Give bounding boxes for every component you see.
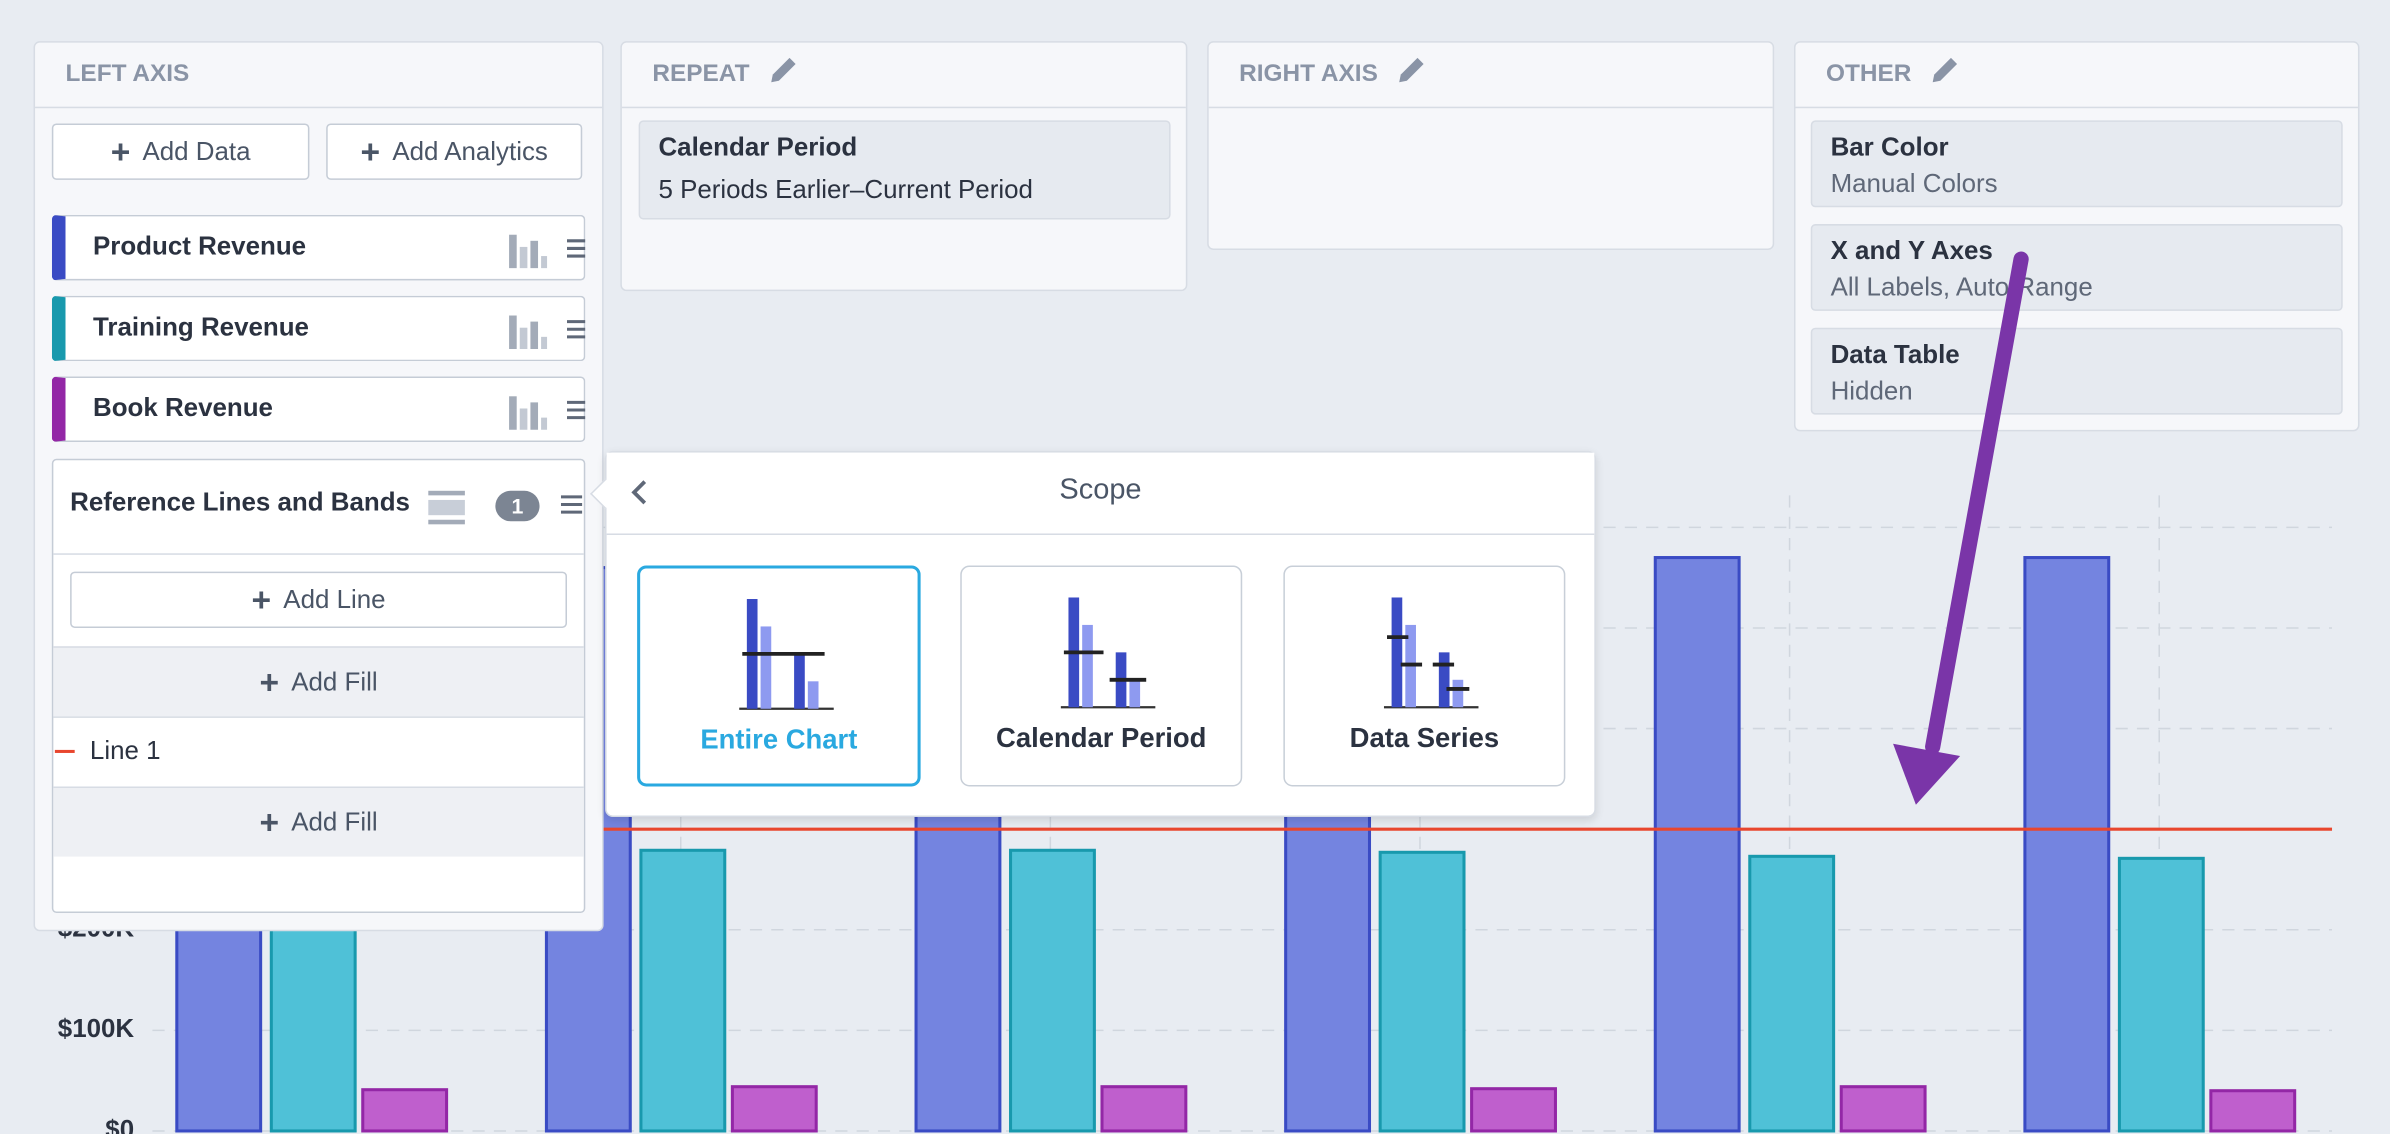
line-row[interactable]: Line 1 xyxy=(53,716,584,786)
y-tick-label: $0 xyxy=(105,1116,134,1134)
repeat-panel: REPEAT Calendar Period 5 Periods Earlier… xyxy=(620,41,1188,292)
menu-icon[interactable] xyxy=(567,399,586,420)
scope-icon xyxy=(1383,597,1479,709)
series-name: Book Revenue xyxy=(92,393,273,423)
panel-title-text: REPEAT xyxy=(652,60,750,87)
item-title: Bar Color xyxy=(1830,132,1949,162)
chart-type-icon[interactable] xyxy=(508,229,548,269)
y-tick-label: $100K xyxy=(58,1015,135,1043)
add-analytics-button[interactable]: + Add Analytics xyxy=(326,123,583,180)
item-title: Calendar Period xyxy=(658,132,858,162)
bar xyxy=(1748,854,1836,1133)
scope-card[interactable]: Data Series xyxy=(1283,565,1566,787)
bar xyxy=(1378,850,1466,1133)
menu-icon[interactable] xyxy=(567,319,586,340)
other-panel: OTHER Bar Color Manual Colors X and Y Axes… xyxy=(1793,41,2360,432)
line-swatch xyxy=(54,749,75,753)
scope-icon xyxy=(1060,597,1156,709)
popup-title: Scope xyxy=(1059,474,1142,507)
scope-card[interactable]: Entire Chart xyxy=(637,565,921,787)
scope-icon xyxy=(739,599,834,710)
scope-label: Calendar Period xyxy=(996,722,1207,753)
reference-box: Reference Lines and Bands 1 + Add Line + A… xyxy=(51,458,586,913)
add-fill-row[interactable]: + Add Fill xyxy=(53,786,584,857)
series-row[interactable]: Training Revenue xyxy=(51,295,586,362)
edit-icon[interactable] xyxy=(1397,55,1427,85)
button-label: Add Fill xyxy=(291,666,378,696)
other-item[interactable]: X and Y Axes All Labels, Auto Range xyxy=(1810,224,2343,311)
add-line-button[interactable]: + Add Line xyxy=(70,571,568,628)
scope-card[interactable]: Calendar Period xyxy=(960,565,1243,787)
item-title: Data Table xyxy=(1830,339,1960,369)
bar xyxy=(1009,848,1096,1133)
bar xyxy=(2117,856,2205,1133)
series-row[interactable]: Book Revenue xyxy=(51,376,586,443)
scope-label: Data Series xyxy=(1349,722,1500,753)
add-fill-row[interactable]: + Add Fill xyxy=(53,646,584,717)
edit-icon[interactable] xyxy=(768,55,798,85)
scope-popup: Scope Entire Chart Calendar Period Data Se… xyxy=(590,451,1596,817)
bar xyxy=(1839,1085,1927,1133)
item-value: All Labels, Auto Range xyxy=(1830,272,2093,302)
button-label: Add Fill xyxy=(291,807,378,837)
chart-type-icon[interactable] xyxy=(508,390,548,430)
panel-title: REPEAT xyxy=(621,43,1186,109)
other-item[interactable]: Data Table Hidden xyxy=(1810,327,2343,415)
panel-title-text: OTHER xyxy=(1825,60,1912,87)
panel-title-text: RIGHT AXIS xyxy=(1239,60,1378,87)
bar xyxy=(730,1085,818,1133)
bar xyxy=(1653,556,1741,1133)
panel-title: RIGHT AXIS xyxy=(1208,43,1773,109)
series-name: Training Revenue xyxy=(92,312,309,342)
button-label: Add Analytics xyxy=(392,136,548,166)
button-label: Add Data xyxy=(142,136,251,166)
edit-icon[interactable] xyxy=(1930,55,1960,85)
item-title: X and Y Axes xyxy=(1830,236,1993,266)
item-value: 5 Periods Earlier–Current Period xyxy=(658,175,1033,205)
bar xyxy=(361,1088,449,1133)
bar xyxy=(639,848,727,1133)
back-button[interactable] xyxy=(628,479,649,506)
chart-type-icon[interactable] xyxy=(508,309,548,350)
bar xyxy=(1100,1085,1188,1133)
add-data-button[interactable]: + Add Data xyxy=(51,123,310,180)
series-name: Product Revenue xyxy=(92,231,307,261)
left-axis-panel: LEFT AXIS + Add Data + Add Analytics Produ… xyxy=(33,41,604,932)
bar xyxy=(1470,1087,1557,1133)
menu-icon[interactable] xyxy=(560,494,583,515)
right-axis-panel: RIGHT AXIS xyxy=(1207,41,1775,250)
reference-title: Reference Lines and Bands xyxy=(70,487,410,517)
button-label: Add Line xyxy=(283,584,386,614)
item-value: Manual Colors xyxy=(1830,169,1998,199)
band-icon xyxy=(428,490,465,525)
bar xyxy=(2209,1089,2297,1133)
panel-title: OTHER xyxy=(1795,43,2358,109)
series-row[interactable]: Product Revenue xyxy=(51,214,586,281)
count-badge: 1 xyxy=(495,490,540,522)
other-item[interactable]: Bar Color Manual Colors xyxy=(1810,120,2343,208)
bar xyxy=(2023,556,2111,1133)
panel-title: LEFT AXIS xyxy=(35,43,603,109)
menu-icon[interactable] xyxy=(567,238,586,259)
repeat-item[interactable]: Calendar Period 5 Periods Earlier–Curren… xyxy=(638,120,1171,220)
line-label: Line 1 xyxy=(89,736,161,766)
item-value: Hidden xyxy=(1830,376,1913,406)
scope-label: Entire Chart xyxy=(700,723,858,755)
